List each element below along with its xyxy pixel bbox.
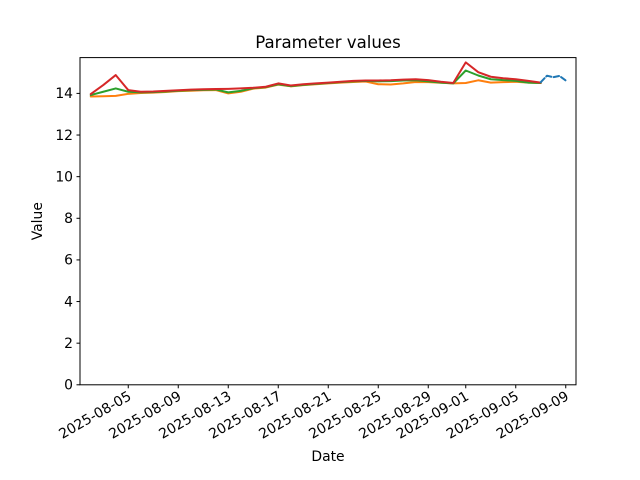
y-tick-label: 10 bbox=[55, 169, 73, 185]
plot-area-border bbox=[79, 57, 577, 386]
y-tick-label: 4 bbox=[64, 294, 73, 310]
series-line-red bbox=[89, 61, 542, 96]
y-tick-label: 8 bbox=[64, 211, 73, 227]
y-axis-label: Value bbox=[30, 202, 46, 240]
x-axis-label: Date bbox=[311, 449, 344, 465]
y-tick-label: 2 bbox=[64, 336, 73, 352]
series-line-blue bbox=[539, 74, 567, 84]
y-tick-label: 12 bbox=[55, 128, 73, 144]
chart-title: Parameter values bbox=[255, 33, 401, 52]
y-tick-label: 0 bbox=[64, 378, 73, 394]
y-axis-ticks: 0 2 4 6 8 10 12 14 bbox=[55, 86, 80, 394]
y-tick-label: 14 bbox=[55, 86, 73, 102]
series-lines bbox=[89, 61, 567, 98]
y-tick-label: 6 bbox=[64, 253, 73, 269]
x-axis-ticks: 2025-08-052025-08-092025-08-132025-08-17… bbox=[56, 384, 572, 443]
